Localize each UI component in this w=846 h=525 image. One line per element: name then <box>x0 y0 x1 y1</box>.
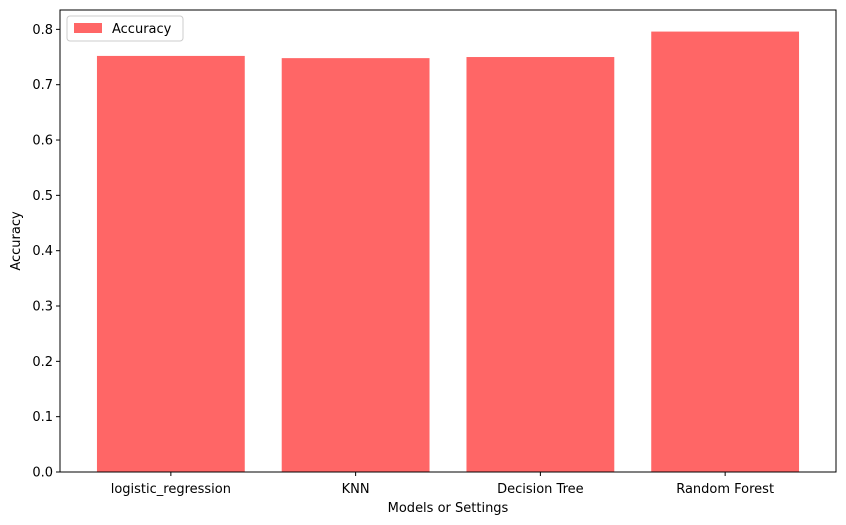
y-axis-label: Accuracy <box>9 211 24 271</box>
x-axis: logistic_regression KNN Decision Tree Rando… <box>111 472 774 497</box>
bars-group <box>96 31 800 473</box>
y-tick-label: 0.7 <box>32 78 53 93</box>
y-axis: 0.0 0.1 0.2 0.3 0.4 0.5 0.6 0.7 0.8 <box>32 23 60 481</box>
x-tick-label: Random Forest <box>676 482 774 497</box>
x-axis-label: Models or Settings <box>388 501 509 516</box>
y-tick-label: 0.3 <box>32 300 53 315</box>
legend-swatch <box>74 23 102 33</box>
y-tick-label: 0.6 <box>32 134 53 149</box>
bar-random-forest <box>651 31 800 473</box>
y-tick-label: 0.1 <box>32 410 53 425</box>
x-tick-label: KNN <box>342 482 370 497</box>
y-tick-label: 0.8 <box>32 23 53 38</box>
y-tick-label: 0.4 <box>32 244 53 259</box>
legend: Accuracy <box>66 15 184 42</box>
x-tick-label: Decision Tree <box>497 482 584 497</box>
bar-knn <box>281 58 430 472</box>
legend-label: Accuracy <box>112 22 172 37</box>
bar-decision-tree <box>466 57 615 473</box>
y-tick-label: 0.2 <box>32 355 53 370</box>
y-tick-label: 0.5 <box>32 189 53 204</box>
bar-logistic-regression <box>96 55 245 473</box>
y-tick-label: 0.0 <box>32 466 53 481</box>
plot-frame <box>59 9 837 473</box>
legend-box <box>66 15 184 42</box>
x-tick-label: logistic_regression <box>111 482 231 497</box>
